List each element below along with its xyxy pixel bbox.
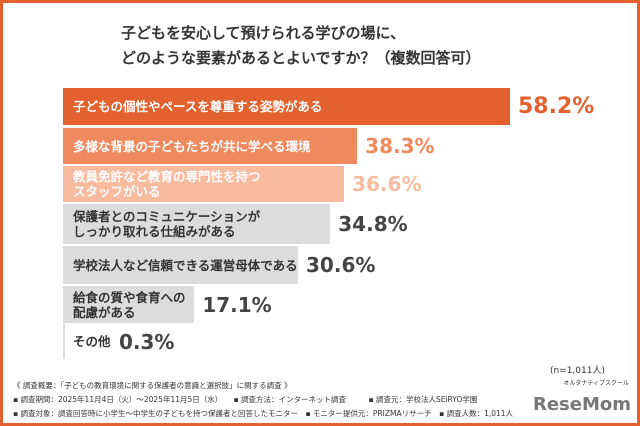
value-label: 0.3% <box>119 329 175 354</box>
bar <box>63 166 345 202</box>
bar <box>63 324 66 359</box>
category-label: 多様な背景の子どもたちが共に学べる環境 <box>73 138 311 154</box>
value-label: 58.2% <box>518 94 595 119</box>
value-label: 36.6% <box>352 172 422 196</box>
value-label: 17.1% <box>202 292 272 317</box>
title-line-1: 子どもを安心して預けられる学びの場に、 <box>121 24 406 42</box>
category-label: 学校法人など信頼できる運営母体である <box>73 257 298 273</box>
title-line-2: どのような要素があるとよいですか？（複数回答可） <box>121 49 481 67</box>
value-label: 34.8% <box>338 212 408 236</box>
category-label: 子どもの個性やペースを尊重する姿勢がある <box>73 99 323 114</box>
bar <box>63 128 358 164</box>
logo-subtitle: オルタナティブスクール <box>563 380 629 387</box>
survey-note-title: 《 調査概要：「子どもの教育環境に関する保護者の意識と選択肢」に関する調査 》 <box>13 381 292 390</box>
category-label: 教員免許など教育の専門性を持つ スタッフがいる <box>73 169 261 199</box>
chart-title: 子どもを安心して預けられる学びの場に、 どのような要素があるとよいですか？（複数… <box>121 21 481 71</box>
bar <box>63 204 331 244</box>
bar <box>63 246 299 284</box>
bar <box>63 286 195 323</box>
survey-note-target: ▪ 調査対象：調査回答時に小学生～中学生の子どもを持つ保護者と回答したモニター … <box>13 409 514 418</box>
sample-size: (n=1,011人) <box>549 366 605 376</box>
survey-note-period: ▪ 調査期間：2025年11月4日（火）～2025年11月5日（水） ▪ 調査方… <box>13 395 478 404</box>
bar <box>63 88 510 125</box>
value-label: 30.6% <box>306 253 376 277</box>
category-label: 保護者とのコミュニケーションが しっかり取れる仕組みがある <box>73 209 261 239</box>
category-label: 給食の質や食育への 配慮がある <box>73 289 186 320</box>
resemom-logo: ReseMom <box>532 394 631 415</box>
category-label: その他 <box>73 334 111 349</box>
value-label: 38.3% <box>365 134 435 158</box>
